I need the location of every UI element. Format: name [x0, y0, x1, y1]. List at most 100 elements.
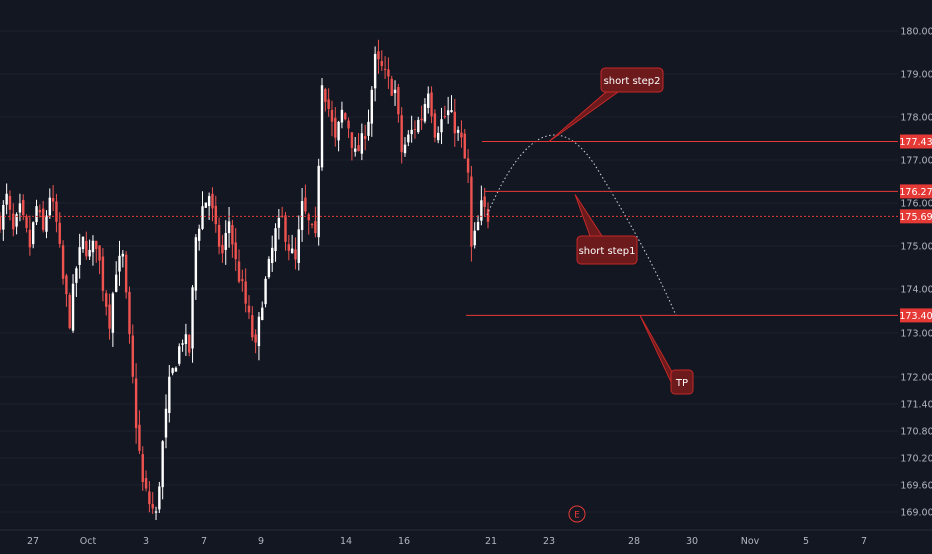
- candle-body: [178, 346, 181, 364]
- candle-body: [75, 268, 78, 283]
- candle-body: [340, 109, 344, 123]
- candle-body: [427, 93, 430, 108]
- candle-body: [221, 244, 224, 254]
- candle-body: [317, 165, 320, 238]
- x-tick-label: 21: [485, 536, 497, 547]
- candle-body: [367, 121, 370, 136]
- candle-body: [191, 287, 194, 349]
- candle-body: [440, 119, 443, 133]
- event-marker[interactable]: E: [568, 505, 586, 523]
- candle-body: [360, 133, 364, 154]
- candle-body: [486, 209, 490, 222]
- candle-body: [58, 222, 61, 244]
- candles: [0, 39, 490, 520]
- candle-body: [347, 120, 350, 129]
- candle-body: [423, 104, 427, 122]
- candle-body: [18, 203, 22, 213]
- candle-body: [320, 85, 324, 168]
- candle-body: [35, 206, 38, 223]
- y-tick-label: 169.00: [900, 508, 932, 519]
- candle-body: [101, 256, 105, 291]
- candle-body: [85, 240, 88, 257]
- y-tick-label: 180.00: [900, 27, 932, 38]
- candle-body: [294, 249, 297, 260]
- candle-body: [297, 229, 300, 263]
- x-tick-label: 7: [861, 536, 867, 547]
- candle-body: [28, 229, 32, 248]
- candle-body: [214, 205, 217, 225]
- candle-body: [124, 254, 128, 293]
- candle-body: [154, 511, 158, 513]
- candle-body: [380, 61, 383, 66]
- candle-body: [330, 109, 334, 122]
- candle-body: [264, 278, 267, 305]
- candle-body: [413, 128, 417, 130]
- candle-body: [15, 214, 18, 227]
- candle-body: [397, 87, 400, 115]
- candle-body: [261, 307, 264, 320]
- candle-body: [310, 224, 314, 226]
- candle-body: [247, 305, 251, 313]
- candle-body: [171, 368, 174, 374]
- candle-body: [188, 334, 191, 353]
- candle-body: [68, 294, 71, 329]
- candle-body: [370, 89, 374, 124]
- candle-body: [98, 245, 101, 261]
- candle-body: [251, 315, 254, 338]
- candle-body: [71, 283, 75, 331]
- candle-body: [271, 247, 274, 264]
- callout-label: short step2: [604, 76, 661, 87]
- candle-body: [194, 237, 198, 291]
- y-tick-label: 177.00: [900, 156, 932, 167]
- projection-path: [486, 134, 677, 316]
- candle-body: [151, 504, 154, 509]
- price-level-tag: [900, 209, 932, 224]
- candle-body: [0, 216, 2, 230]
- y-tick-label: 176.00: [900, 199, 932, 210]
- candle-body: [257, 316, 261, 347]
- candle-body: [45, 215, 48, 232]
- x-tick-label: 14: [340, 536, 352, 547]
- candle-body: [231, 225, 234, 245]
- candle-body: [25, 216, 28, 229]
- candle-body: [105, 293, 108, 307]
- candle-body: [88, 249, 91, 257]
- candle-body: [393, 89, 397, 94]
- candle-body: [128, 291, 131, 335]
- candle-body: [161, 441, 164, 488]
- event-marker-circle: [568, 505, 586, 523]
- candle-body: [201, 206, 204, 229]
- candle-body: [8, 195, 12, 210]
- x-tick-label: Oct: [80, 536, 97, 547]
- candle-body: [274, 228, 277, 252]
- candle-body: [363, 136, 367, 139]
- candle-body: [204, 202, 208, 208]
- candle-body: [473, 230, 476, 246]
- candle-body: [81, 236, 85, 250]
- candle-body: [350, 132, 354, 148]
- candle-body: [118, 255, 121, 272]
- candle-body: [460, 132, 463, 138]
- candle-body: [284, 215, 287, 242]
- callout: TP: [639, 315, 694, 395]
- candle-body: [211, 193, 214, 209]
- candle-body: [111, 293, 115, 333]
- candle-body: [22, 199, 25, 216]
- candle-body: [373, 53, 377, 89]
- candle-body: [48, 197, 51, 216]
- candle-body: [483, 196, 486, 207]
- candle-body: [470, 176, 473, 247]
- drawings: [486, 134, 677, 316]
- candle-body: [337, 121, 340, 141]
- candle-body: [197, 228, 201, 241]
- candle-body: [108, 304, 111, 329]
- callout-label: short step1: [579, 246, 636, 257]
- callout-box: [600, 67, 664, 93]
- callout: short step1: [574, 194, 638, 265]
- candle-body: [437, 132, 440, 141]
- candle-body: [12, 213, 15, 230]
- price-level-tag: [900, 184, 932, 199]
- grid: [0, 30, 898, 513]
